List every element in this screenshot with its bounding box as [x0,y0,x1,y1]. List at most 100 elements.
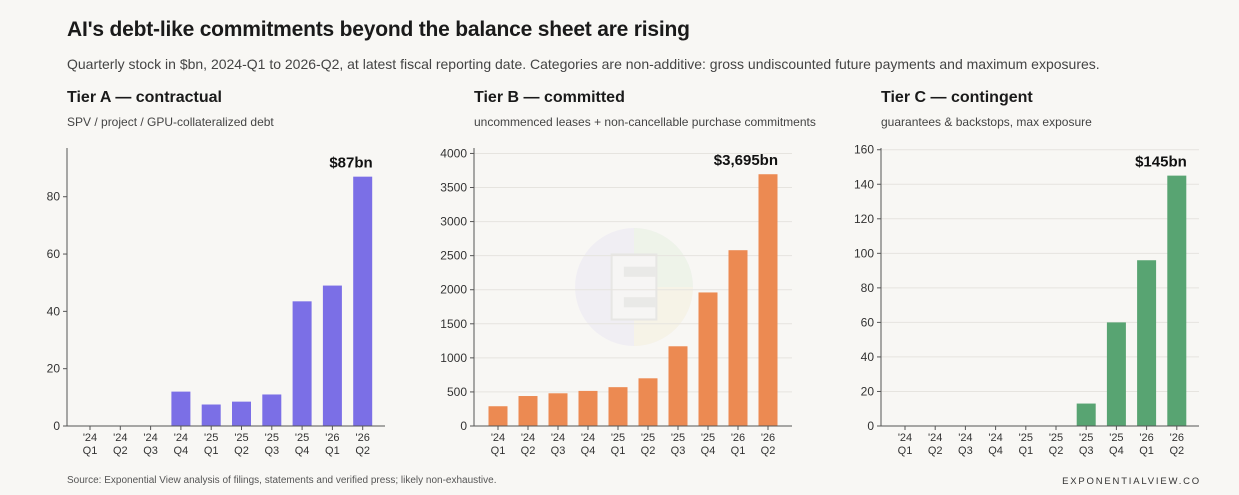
tier-b-xtick-year: '25 [671,432,685,444]
tier-a-xtick-year: '25 [234,432,248,444]
tier-a-bar [322,285,342,426]
tier-c-xtick-quarter: Q1 [898,445,913,457]
tier-a-subtitle: SPV / project / GPU-collateralized debt [67,115,274,129]
tier-c-xtick-year: '25 [1049,432,1063,444]
tier-a-xtick-quarter: Q1 [204,445,219,457]
tier-c-xtick-quarter: Q2 [1049,445,1064,457]
tier-b-xtick-quarter: Q4 [581,445,596,457]
tier-a-ytick-label: 0 [53,419,60,433]
tier-a-callout-label: $87bn [329,155,372,172]
tier-b-xtick-year: '26 [731,432,745,444]
chart-title: AI's debt-like commitments beyond the ba… [67,18,690,41]
tier-c-callout-label: $145bn [1135,154,1187,171]
tier-b-xtick-quarter: Q4 [701,445,716,457]
tier-a-xtick-year: '24 [83,432,97,444]
tier-a-xtick-quarter: Q2 [234,445,249,457]
tier-b-ytick-label: 2000 [440,283,467,297]
tier-c-xtick-year: '25 [1109,432,1123,444]
tier-b-title: Tier B — committed [474,89,625,106]
tier-a-ytick-label: 20 [47,362,61,376]
tier-a-xtick-quarter: Q1 [83,445,98,457]
tier-b-ytick-label: 3000 [440,215,467,229]
tier-c-xtick-year: '24 [898,432,912,444]
tier-c-bar [1137,260,1157,426]
tier-c-xtick-quarter: Q1 [1018,445,1033,457]
tier-a-xtick-year: '25 [265,432,279,444]
tier-a-bar [262,394,282,426]
tier-c-ytick-label: 140 [854,177,874,191]
tier-b-bar [518,396,538,426]
tier-c-xtick-year: '26 [1139,432,1153,444]
tier-c-xtick-quarter: Q1 [1139,445,1154,457]
tier-c-bar [1106,322,1126,426]
tier-b-ytick-label: 4000 [440,146,467,160]
tier-b-bar [638,378,658,426]
tier-a-xtick-quarter: Q2 [355,445,370,457]
tier-b-bar [728,250,748,426]
tier-c-ytick-label: 80 [861,281,875,295]
tier-b-bar [698,292,718,426]
tier-b-ytick-label: 1000 [440,351,467,365]
tier-c-ytick-label: 40 [861,350,875,364]
tier-c-xtick-year: '25 [1019,432,1033,444]
tier-a-xtick-year: '25 [295,432,309,444]
tier-b-xtick-quarter: Q2 [521,445,536,457]
tier-c-xtick-quarter: Q4 [1109,445,1124,457]
tier-c-xtick-quarter: Q2 [928,445,943,457]
tier-b-callout-label: $3,695bn [714,152,778,169]
tier-c-xtick-year: '25 [1079,432,1093,444]
tier-a-xtick-year: '24 [174,432,188,444]
tier-b-xtick-quarter: Q3 [671,445,686,457]
tier-b-xtick-quarter: Q3 [551,445,566,457]
tier-a-xtick-quarter: Q3 [264,445,279,457]
tier-a-bar [201,404,221,426]
tier-a-xtick-quarter: Q3 [143,445,158,457]
tier-a-ytick-label: 60 [47,247,61,261]
tier-c-xtick-quarter: Q4 [988,445,1003,457]
tier-b-ytick-label: 500 [447,385,467,399]
tier-c-xtick-year: '24 [988,432,1002,444]
tier-b-xtick-year: '24 [491,432,505,444]
tier-b-xtick-year: '25 [611,432,625,444]
tier-c-xtick-quarter: Q3 [1079,445,1094,457]
tier-a-xtick-year: '24 [113,432,127,444]
tier-c-ytick-label: 60 [861,315,875,329]
tier-c-ytick-label: 120 [854,212,874,226]
tier-c-xtick-year: '24 [928,432,942,444]
tier-a-bar [232,401,251,426]
tier-a-title: Tier A — contractual [67,89,222,106]
tier-b-ytick-label: 1500 [440,317,467,331]
tier-a-bar [171,391,191,426]
tier-a-xtick-quarter: Q4 [295,445,310,457]
tier-a-xtick-year: '26 [356,432,370,444]
tier-b-xtick-year: '24 [521,432,535,444]
tier-c-bar [1167,175,1187,426]
tier-c-title: Tier C — contingent [881,89,1033,106]
tier-b-xtick-quarter: Q2 [641,445,656,457]
tier-b-bar [488,406,508,426]
tier-b-xtick-quarter: Q1 [611,445,626,457]
source-note: Source: Exponential View analysis of fil… [67,475,497,486]
tier-c-ytick-label: 0 [867,419,874,433]
tier-b-ytick-label: 3500 [440,181,467,195]
tier-a-xtick-year: '26 [325,432,339,444]
tier-a-xtick-year: '25 [204,432,218,444]
tier-a-bar [353,176,373,426]
tier-a-bar [292,301,312,426]
tier-c-bar [1076,403,1096,426]
tier-b-xtick-year: '25 [701,432,715,444]
tier-c-xtick-year: '26 [1170,432,1184,444]
tier-a-ytick-label: 80 [47,190,61,204]
tier-a-xtick-quarter: Q2 [113,445,128,457]
tier-b-xtick-year: '26 [761,432,775,444]
chart-subtitle: Quarterly stock in $bn, 2024-Q1 to 2026-… [67,56,1100,72]
tier-b-bar [578,390,598,426]
tier-b-subtitle: uncommenced leases + non-cancellable pur… [474,115,816,129]
tier-c-xtick-year: '24 [958,432,972,444]
tier-a-xtick-quarter: Q4 [174,445,189,457]
tier-b-ytick-label: 2500 [440,249,467,263]
logo-watermark-icon [575,228,693,346]
tier-b-xtick-year: '24 [581,432,595,444]
tier-c-xtick-quarter: Q3 [958,445,973,457]
